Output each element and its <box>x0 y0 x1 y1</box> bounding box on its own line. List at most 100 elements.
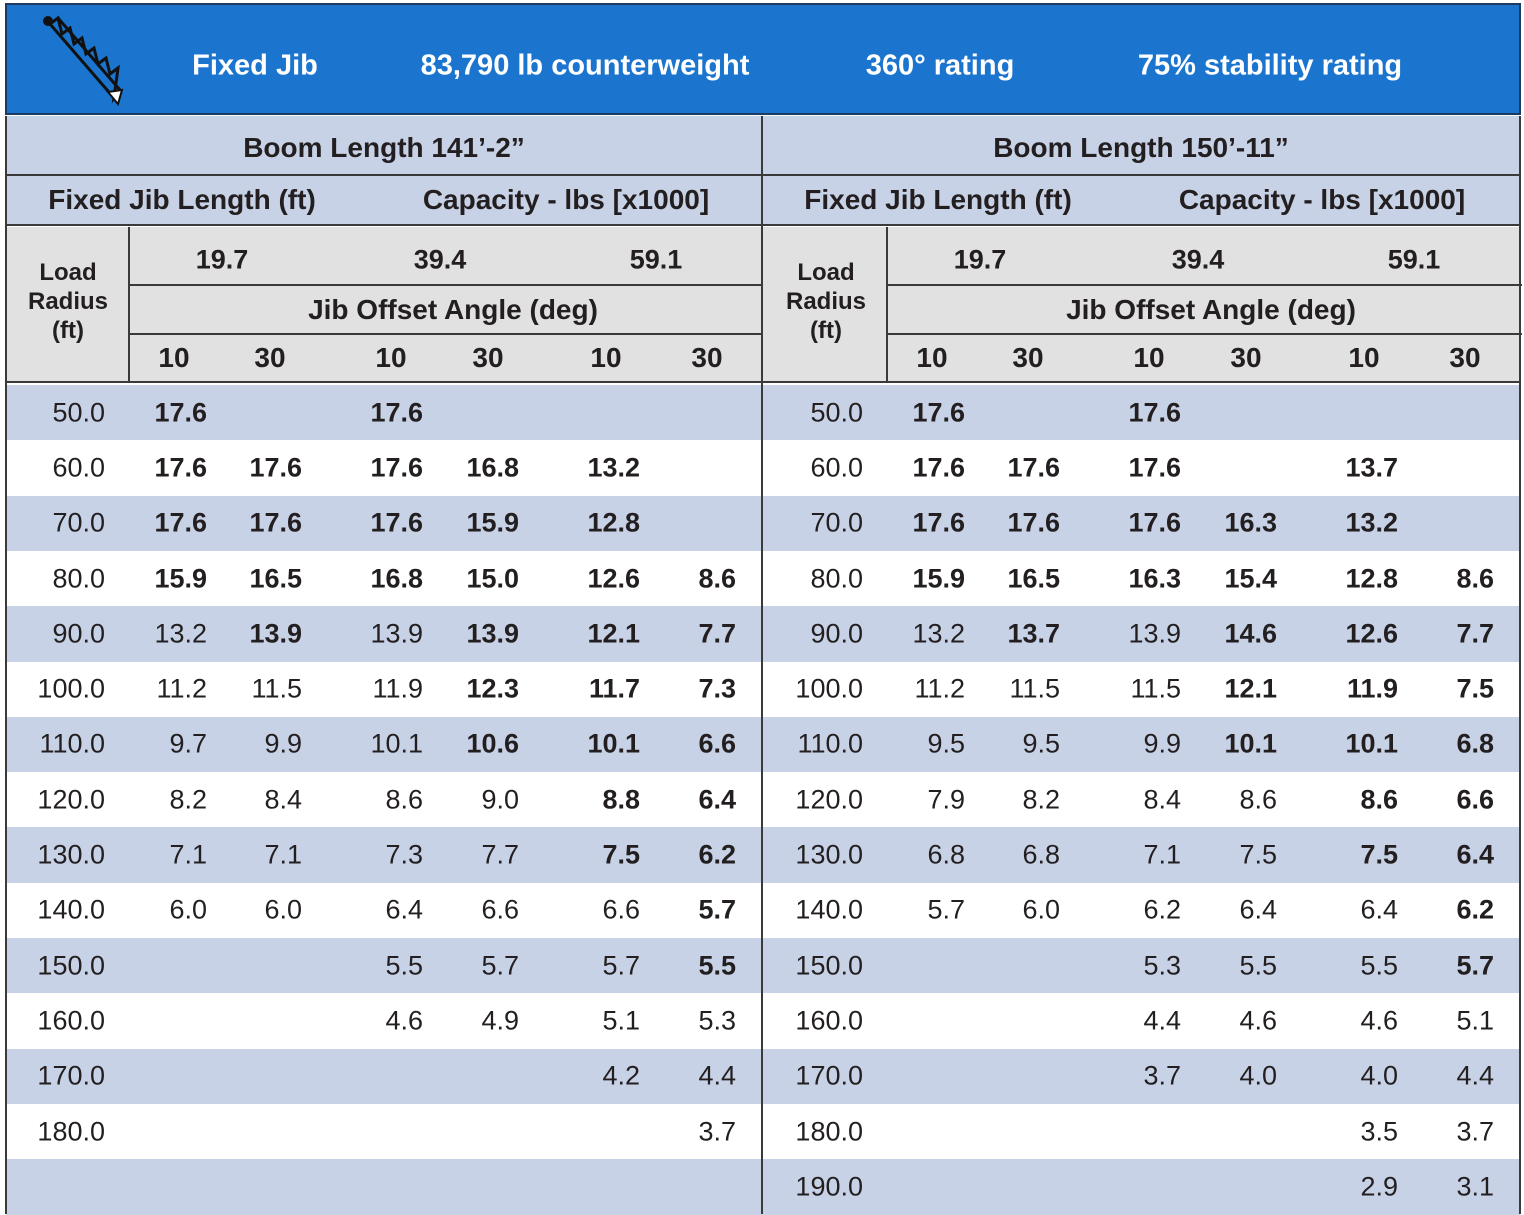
header-item: Fixed Jib <box>192 49 318 82</box>
radius: 170.0 <box>37 1060 105 1091</box>
radius: 70.0 <box>52 507 105 538</box>
row-bg <box>762 716 1520 773</box>
row-bg <box>762 440 1520 497</box>
capacity-cell: 8.6 <box>385 784 423 815</box>
radius: 160.0 <box>795 1005 863 1036</box>
capacity-cell: 5.7 <box>602 950 640 981</box>
capacity-cell: 17.6 <box>1128 507 1181 538</box>
capacity-cell: 15.9 <box>912 563 965 594</box>
capacity-cell: 17.6 <box>370 452 423 483</box>
offset: 30 <box>1449 342 1481 373</box>
col-line <box>130 333 762 335</box>
row-bg <box>6 385 762 441</box>
row-bg <box>6 716 762 773</box>
capacity-cell: 11.2 <box>914 673 965 704</box>
capacity-label: Capacity - lbs [x1000] <box>1178 184 1466 215</box>
capacity-cell: 10.1 <box>1224 728 1277 759</box>
capacity-cell: 5.7 <box>698 894 736 925</box>
capacity-cell: 15.9 <box>154 563 207 594</box>
radius: 90.0 <box>52 618 105 649</box>
capacity-cell: 14.6 <box>1224 618 1277 649</box>
boom-length: Boom Length 141’-2” <box>243 132 525 163</box>
row-bg <box>762 661 1520 718</box>
offset: 30 <box>472 342 504 373</box>
capacity-cell: 4.6 <box>1360 1005 1398 1036</box>
offset: 30 <box>1012 342 1044 373</box>
capacity-cell: 6.0 <box>1022 894 1060 925</box>
capacity-cell: 4.9 <box>481 1005 519 1036</box>
capacity-cell: 7.3 <box>698 673 736 704</box>
row-bg <box>6 1159 762 1215</box>
capacity-cell: 16.3 <box>1224 507 1277 538</box>
capacity-cell: 7.7 <box>698 618 736 649</box>
capacity-cell: 7.5 <box>1360 839 1398 870</box>
jib-length: 39.4 <box>1171 244 1225 275</box>
row-bg <box>6 882 762 939</box>
capacity-cell: 6.4 <box>1456 839 1494 870</box>
radius: 100.0 <box>37 673 105 704</box>
jib-length: 59.1 <box>1387 244 1441 275</box>
row-bg <box>762 772 1520 828</box>
capacity-cell: 9.5 <box>1022 728 1060 759</box>
capacity-cell: 4.6 <box>385 1005 423 1036</box>
capacity-cell: 12.3 <box>466 673 519 704</box>
capacity-cell: 7.5 <box>1456 673 1494 704</box>
radius: 110.0 <box>797 728 863 759</box>
radius: 150.0 <box>37 950 105 981</box>
row-bg <box>6 772 762 828</box>
capacity-cell: 13.9 <box>249 618 302 649</box>
jib-length: 19.7 <box>195 244 249 275</box>
capacity-cell: 15.9 <box>466 507 519 538</box>
capacity-cell: 17.6 <box>912 507 965 538</box>
capacity-cell: 4.4 <box>1143 1005 1181 1036</box>
capacity-cell: 6.2 <box>1456 894 1494 925</box>
capacity-cell: 5.5 <box>698 950 736 981</box>
capacity-cell: 10.6 <box>466 728 519 759</box>
radius: 190.0 <box>795 1171 863 1202</box>
capacity-cell: 8.6 <box>1360 784 1398 815</box>
boom-length: Boom Length 150’-11” <box>993 132 1289 163</box>
capacity-cell: 7.5 <box>1239 839 1277 870</box>
capacity-cell: 12.6 <box>587 563 640 594</box>
capacity-cell: 17.6 <box>370 507 423 538</box>
offset-label: Jib Offset Angle (deg) <box>308 294 598 325</box>
capacity-cell: 6.8 <box>1022 839 1060 870</box>
capacity-cell: 12.6 <box>1345 618 1398 649</box>
radius: 100.0 <box>795 673 863 704</box>
radius-label: Load Radius (ft) <box>785 258 866 344</box>
row-bg <box>762 1103 1520 1160</box>
row-bg <box>762 993 1520 1050</box>
radius: 80.0 <box>810 563 863 594</box>
capacity-cell: 10.1 <box>1345 728 1398 759</box>
jib-length: 19.7 <box>953 244 1007 275</box>
capacity-cell: 4.4 <box>698 1060 736 1091</box>
capacity-cell: 17.6 <box>912 452 965 483</box>
capacity-cell: 13.2 <box>912 618 965 649</box>
capacity-cell: 13.9 <box>370 618 423 649</box>
capacity-cell: 17.6 <box>249 452 302 483</box>
row-bg <box>6 440 762 497</box>
capacity-cell: 6.8 <box>1456 728 1494 759</box>
radius: 130.0 <box>37 839 105 870</box>
capacity-cell: 9.7 <box>169 728 207 759</box>
radius: 160.0 <box>37 1005 105 1036</box>
capacity-cell: 16.8 <box>370 563 423 594</box>
capacity-cell: 11.5 <box>251 673 302 704</box>
capacity-cell: 9.5 <box>927 728 965 759</box>
capacity-cell: 8.8 <box>602 784 640 815</box>
capacity-label: Capacity - lbs [x1000] <box>422 184 710 215</box>
capacity-cell: 10.1 <box>587 728 640 759</box>
capacity-cell: 3.5 <box>1360 1116 1398 1147</box>
row-bg <box>6 606 762 662</box>
row-bg <box>762 938 1520 994</box>
capacity-cell: 17.6 <box>1007 507 1060 538</box>
capacity-cell: 16.5 <box>249 563 302 594</box>
capacity-cell: 8.6 <box>1456 563 1494 594</box>
capacity-cell: 7.5 <box>602 839 640 870</box>
capacity-cell: 11.5 <box>1009 673 1060 704</box>
capacity-cell: 9.9 <box>1143 728 1181 759</box>
capacity-cell: 16.8 <box>466 452 519 483</box>
capacity-cell: 7.1 <box>169 839 207 870</box>
col-line <box>888 284 1522 286</box>
